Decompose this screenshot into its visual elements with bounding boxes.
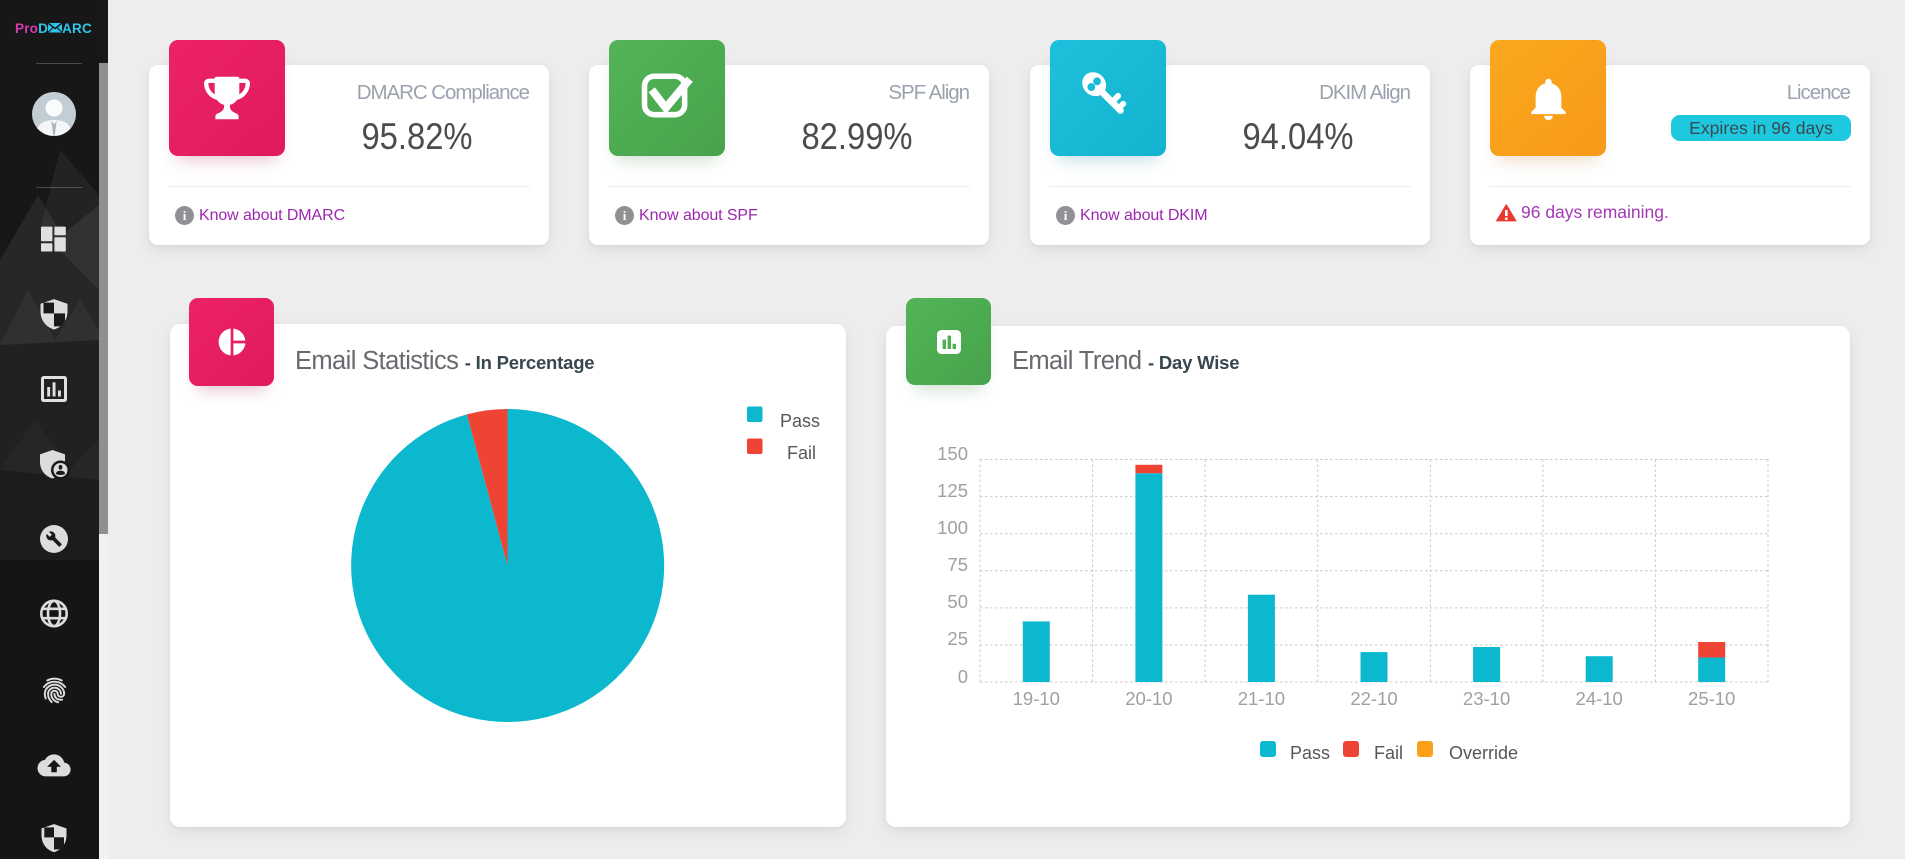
svg-text:i: i xyxy=(1064,208,1068,223)
svg-text:100: 100 xyxy=(937,517,968,538)
svg-text:20-10: 20-10 xyxy=(1125,688,1172,709)
svg-text:150: 150 xyxy=(937,443,968,464)
svg-text:22-10: 22-10 xyxy=(1350,688,1397,709)
svg-text:i: i xyxy=(183,208,187,223)
svg-text:125: 125 xyxy=(937,480,968,501)
svg-text:Pass: Pass xyxy=(1290,743,1330,763)
svg-text:Fail: Fail xyxy=(787,443,816,463)
svg-text:21-10: 21-10 xyxy=(1238,688,1285,709)
svg-text:25-10: 25-10 xyxy=(1688,688,1735,709)
svg-text:Pass: Pass xyxy=(780,411,820,431)
svg-text:23-10: 23-10 xyxy=(1463,688,1510,709)
svg-text:75: 75 xyxy=(947,554,968,575)
svg-text:50: 50 xyxy=(947,591,968,612)
svg-text:i: i xyxy=(623,208,627,223)
svg-text:Fail: Fail xyxy=(1374,743,1403,763)
svg-text:0: 0 xyxy=(958,666,968,687)
svg-text:Override: Override xyxy=(1449,743,1518,763)
svg-text:24-10: 24-10 xyxy=(1576,688,1623,709)
svg-text:25: 25 xyxy=(947,628,968,649)
svg-text:19-10: 19-10 xyxy=(1013,688,1060,709)
